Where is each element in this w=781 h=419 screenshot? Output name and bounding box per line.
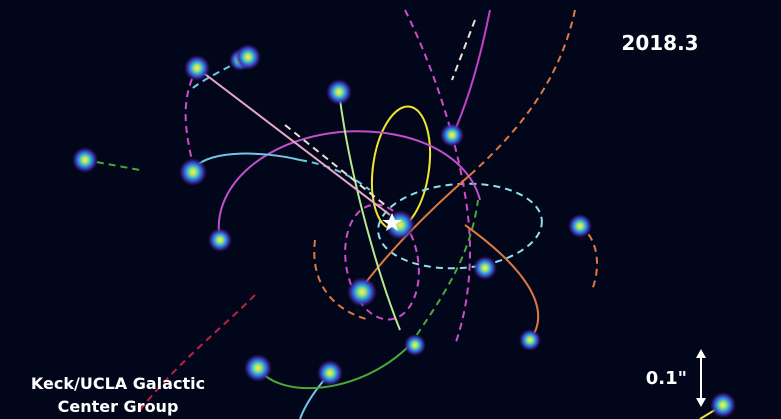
stars — [72, 44, 736, 418]
scale-label: 0.1" — [646, 368, 687, 389]
credit-line: Center Group — [58, 397, 179, 416]
epoch-label: 2018.3 — [621, 31, 698, 55]
scale-bar: 0.1" — [646, 349, 706, 407]
sgr-a-star — [382, 213, 402, 231]
credit-line: Keck/UCLA Galactic — [31, 374, 205, 393]
